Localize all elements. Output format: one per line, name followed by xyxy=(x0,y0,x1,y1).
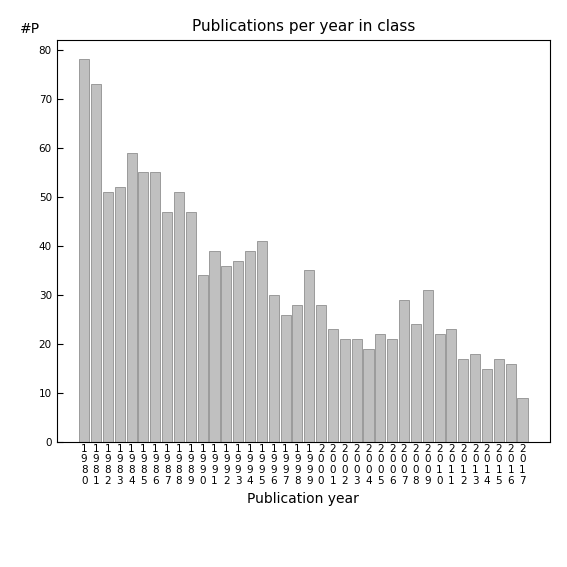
Bar xyxy=(221,265,231,442)
Bar xyxy=(162,211,172,442)
Bar xyxy=(352,339,362,442)
Bar xyxy=(434,335,445,442)
Bar xyxy=(482,369,492,442)
Bar xyxy=(518,398,527,442)
Bar xyxy=(138,172,149,442)
Bar xyxy=(423,290,433,442)
Bar xyxy=(91,84,101,442)
Bar xyxy=(470,354,480,442)
Bar xyxy=(411,324,421,442)
Bar xyxy=(458,359,468,442)
Bar xyxy=(174,192,184,442)
Bar xyxy=(506,363,516,442)
Bar xyxy=(209,251,219,442)
Bar xyxy=(446,329,456,442)
Y-axis label: #P: #P xyxy=(19,22,40,36)
Bar xyxy=(399,300,409,442)
Bar xyxy=(293,305,302,442)
Bar xyxy=(79,60,89,442)
Bar xyxy=(115,187,125,442)
Bar xyxy=(281,315,291,442)
Bar xyxy=(126,153,137,442)
Bar xyxy=(387,339,397,442)
Bar xyxy=(494,359,504,442)
Bar xyxy=(304,270,314,442)
Bar xyxy=(103,192,113,442)
Bar xyxy=(245,251,255,442)
Bar xyxy=(375,335,386,442)
Bar xyxy=(316,305,326,442)
Bar xyxy=(363,349,374,442)
Bar xyxy=(150,172,160,442)
Bar xyxy=(269,295,279,442)
Bar xyxy=(257,241,267,442)
Bar xyxy=(340,339,350,442)
Title: Publications per year in class: Publications per year in class xyxy=(192,19,415,35)
Bar xyxy=(186,211,196,442)
Bar xyxy=(198,276,208,442)
X-axis label: Publication year: Publication year xyxy=(247,492,359,506)
Bar xyxy=(233,261,243,442)
Bar xyxy=(328,329,338,442)
